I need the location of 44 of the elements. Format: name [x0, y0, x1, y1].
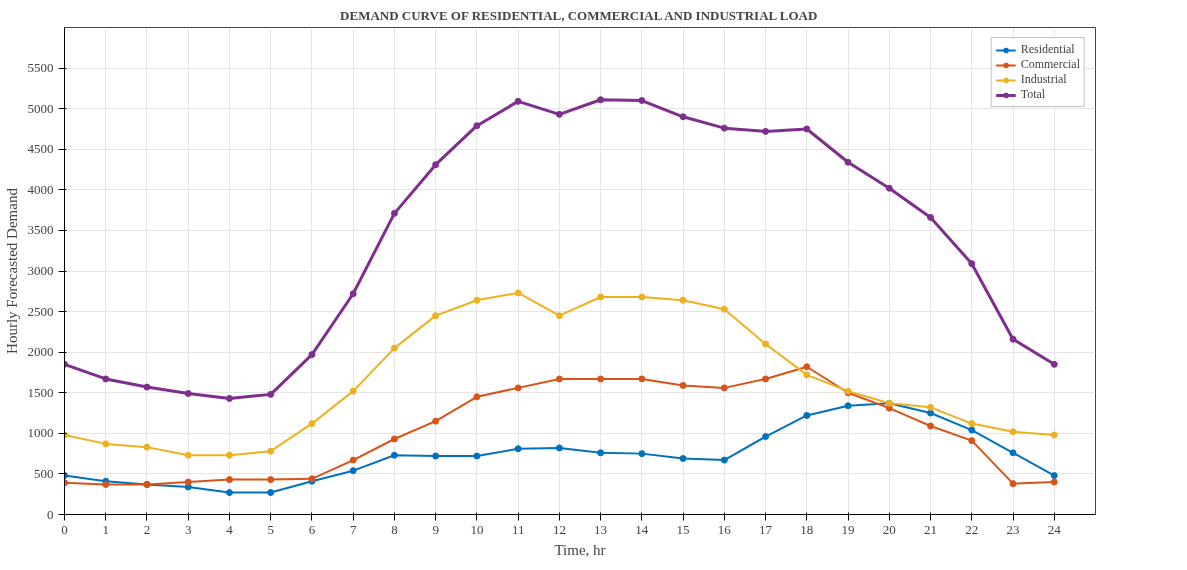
- x-tick-label: 7: [349, 521, 357, 537]
- x-tick-label: 21: [924, 521, 938, 537]
- x-tick-label: 22: [965, 521, 979, 537]
- x-tick-label: 4: [226, 521, 234, 537]
- x-tick-label: 10: [470, 521, 484, 537]
- x-tick-label: 0: [61, 521, 68, 537]
- x-tick-label: 18: [800, 521, 814, 537]
- legend-label: Total: [1020, 87, 1046, 102]
- x-tick-label: 24: [1047, 521, 1062, 537]
- x-tick-label: 9: [432, 521, 439, 537]
- y-tick-label: 4000: [27, 181, 54, 197]
- y-tick-label: 5000: [27, 100, 54, 116]
- x-tick-label: 13: [594, 521, 608, 537]
- y-tick-label: 0: [47, 506, 54, 522]
- x-tick-label: 8: [391, 521, 398, 537]
- x-tick-label: 19: [841, 521, 855, 537]
- legend-label: Residential: [1020, 42, 1075, 57]
- x-tick-label: 1: [102, 521, 109, 537]
- y-tick-label: 3500: [27, 222, 54, 238]
- y-tick-label: 2000: [27, 344, 54, 360]
- legend-label: Industrial: [1020, 72, 1067, 87]
- x-tick-label: 17: [759, 521, 773, 537]
- chart-title: DEMAND CURVE OF RESIDENTIAL, COMMERCIAL AND INDUSTRIAL LOAD: [340, 7, 818, 23]
- x-tick-label: 6: [308, 521, 316, 537]
- y-tick-label: 1500: [27, 384, 54, 400]
- x-tick-label: 20: [882, 521, 896, 537]
- y-axis-title: Hourly Forecasted Demand: [3, 187, 20, 354]
- x-tick-label: 12: [552, 521, 566, 537]
- x-tick-label: 5: [267, 521, 274, 537]
- x-tick-label: 14: [635, 521, 649, 537]
- y-tick-label: 4500: [27, 141, 54, 157]
- y-tick-label: 5500: [27, 60, 54, 76]
- x-tick-label: 16: [717, 521, 732, 537]
- x-axis-title: Time, hr: [554, 541, 606, 558]
- y-tick-label: 500: [34, 465, 54, 481]
- y-tick-label: 1000: [27, 425, 54, 441]
- y-tick-label: 2500: [27, 303, 54, 319]
- y-tick-label: 3000: [27, 263, 54, 278]
- x-tick-label: 23: [1006, 521, 1020, 537]
- x-tick-label: 15: [676, 521, 690, 537]
- x-tick-label: 3: [184, 521, 192, 537]
- legend-label: Commercial: [1020, 57, 1080, 72]
- x-tick-label: 11: [511, 521, 525, 537]
- x-tick-label: 2: [143, 521, 151, 537]
